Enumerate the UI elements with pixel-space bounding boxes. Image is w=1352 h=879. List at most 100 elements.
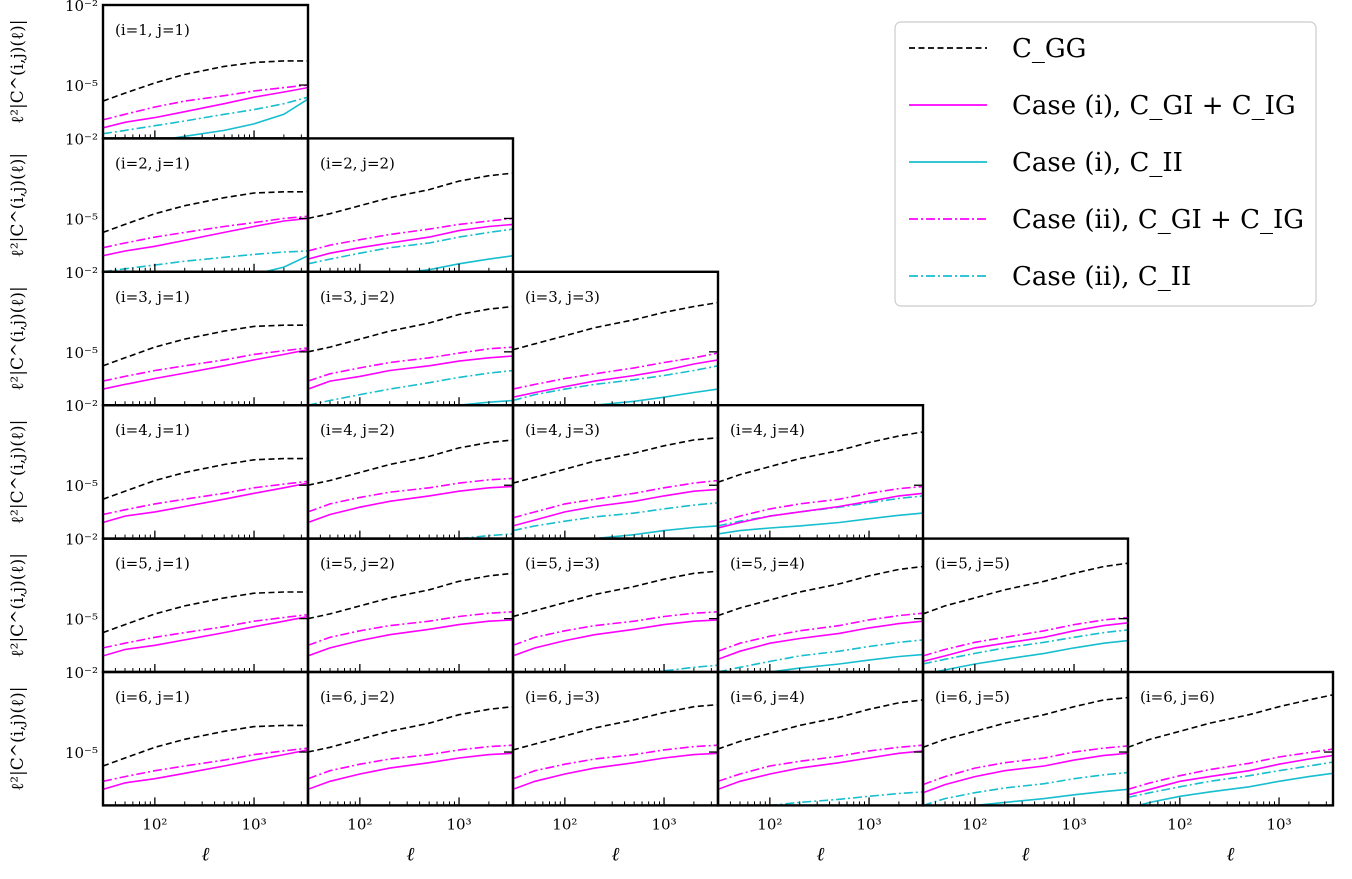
x-tick-label: 10² bbox=[962, 815, 987, 833]
series-line-case-ii-c-ii bbox=[1128, 761, 1333, 799]
series-line-case-ii-c-ii bbox=[923, 771, 1128, 806]
series-line-c-gg bbox=[103, 191, 308, 234]
series-line-c-gg bbox=[308, 172, 513, 220]
y-axis-label: ℓ²|C^(i,j)(ℓ)| bbox=[8, 19, 28, 123]
series-line-case-i-c-gi-c-ig bbox=[513, 359, 718, 398]
series-line-c-gg bbox=[923, 696, 1128, 749]
legend-label: Case (ii), C_II bbox=[1012, 262, 1191, 292]
legend-label: Case (i), C_II bbox=[1012, 148, 1183, 178]
panel-label: (i=4, j=4) bbox=[730, 421, 805, 439]
panel-5-2: (i=5, j=2) bbox=[306, 537, 515, 674]
series-line-c-gg bbox=[103, 724, 308, 767]
series-line-case-ii-c-gi-c-ig bbox=[1128, 748, 1333, 791]
panel-label: (i=5, j=5) bbox=[935, 555, 1010, 573]
y-tick-label: 10⁻⁵ bbox=[65, 344, 98, 362]
series-line-c-gg bbox=[718, 431, 923, 483]
panel-label: (i=3, j=2) bbox=[320, 288, 395, 306]
series-line-case-ii-c-gi-c-ig bbox=[308, 477, 513, 513]
panel-3-3: (i=3, j=3) bbox=[511, 270, 720, 407]
series-line-case-i-c-ii bbox=[1134, 772, 1333, 806]
legend-entry: Case (ii), C_II bbox=[909, 262, 1191, 292]
series-group bbox=[513, 570, 718, 672]
x-axis-label: ℓ bbox=[202, 843, 210, 865]
series-line-c-gg bbox=[308, 439, 513, 486]
series-line-case-ii-c-ii bbox=[308, 369, 513, 406]
series-line-case-ii-c-ii bbox=[513, 502, 718, 532]
series-line-case-ii-c-gi-c-ig bbox=[103, 84, 308, 121]
legend-entry: C_GG bbox=[909, 34, 1086, 64]
panel-label: (i=2, j=2) bbox=[320, 154, 395, 172]
series-line-case-ii-c-ii bbox=[103, 250, 308, 272]
series-line-case-i-c-ii bbox=[764, 653, 923, 672]
series-line-case-i-c-ii bbox=[103, 816, 308, 840]
y-tick-label: 10⁻² bbox=[65, 531, 98, 549]
y-axis-label: ℓ²|C^(i,j)(ℓ)| bbox=[8, 286, 28, 390]
panel-4-3: (i=4, j=3) bbox=[511, 404, 720, 540]
panel-4-4: (i=4, j=4) bbox=[716, 404, 925, 540]
series-line-case-i-c-gi-c-ig bbox=[308, 752, 513, 791]
series-group bbox=[308, 572, 513, 657]
y-tick-label: 10⁻² bbox=[65, 664, 98, 682]
series-line-c-gg bbox=[308, 305, 513, 353]
series-line-case-i-c-ii bbox=[513, 816, 718, 840]
series-line-case-ii-c-ii bbox=[513, 365, 718, 402]
x-tick-label: 10³ bbox=[241, 815, 266, 833]
legend: C_GG Case (i), C_GI + C_IG Case (i), C_II C… bbox=[894, 21, 1317, 307]
panel-3-2: (i=3, j=2) bbox=[306, 270, 515, 407]
panel-4-2: (i=4, j=2) bbox=[306, 404, 515, 540]
panel-6-4: (i=6, j=4) 10² 10³ ℓ bbox=[716, 670, 925, 865]
panel-6-6: (i=6, j=6) 10² 10³ ℓ bbox=[1126, 670, 1335, 865]
series-line-case-i-c-gi-c-ig bbox=[103, 749, 308, 791]
x-axis-label: ℓ bbox=[1227, 843, 1235, 865]
series-line-case-ii-c-ii bbox=[103, 816, 308, 840]
panel-label: (i=6, j=6) bbox=[1140, 688, 1215, 706]
y-tick-label: 10⁻² bbox=[65, 264, 98, 282]
panel-label: (i=4, j=3) bbox=[525, 421, 600, 439]
series-group bbox=[308, 439, 513, 539]
series-line-c-gg bbox=[103, 591, 308, 634]
panel-6-2: (i=6, j=2) 10² 10³ ℓ bbox=[306, 670, 515, 865]
series-group bbox=[308, 705, 513, 840]
panel-label: (i=1, j=1) bbox=[115, 21, 190, 39]
series-line-case-i-c-ii bbox=[308, 816, 513, 840]
series-group bbox=[308, 172, 513, 272]
panel-1-1: (i=1, j=1) 10⁻² 10⁻⁵ ℓ²|C^(i,j)(ℓ)| bbox=[8, 0, 310, 140]
series-group bbox=[513, 437, 718, 539]
panel-2-2: (i=2, j=2) bbox=[306, 137, 515, 273]
legend-label: Case (i), C_GI + C_IG bbox=[1012, 91, 1296, 121]
panel-label: (i=3, j=1) bbox=[115, 288, 190, 306]
series-group bbox=[1128, 694, 1333, 806]
series-line-case-i-c-ii bbox=[718, 512, 923, 535]
panel-label: (i=6, j=4) bbox=[730, 688, 805, 706]
series-line-c-gg bbox=[308, 705, 513, 753]
panel-label: (i=5, j=3) bbox=[525, 555, 600, 573]
panel-label: (i=4, j=1) bbox=[115, 421, 190, 439]
series-line-case-ii-c-ii bbox=[453, 533, 513, 539]
series-line-case-i-c-ii bbox=[969, 788, 1128, 806]
series-line-case-ii-c-ii bbox=[764, 791, 923, 806]
series-line-case-ii-c-gi-c-ig bbox=[103, 613, 308, 649]
series-group bbox=[103, 191, 308, 272]
series-group bbox=[718, 565, 923, 672]
x-tick-label: 10³ bbox=[856, 815, 881, 833]
x-axis-label: ℓ bbox=[1022, 843, 1030, 865]
series-group bbox=[103, 591, 308, 657]
series-line-case-i-c-gi-c-ig bbox=[103, 348, 308, 390]
series-line-case-ii-c-gi-c-ig bbox=[718, 744, 923, 783]
series-line-case-i-c-gi-c-ig bbox=[308, 619, 513, 657]
panel-label: (i=5, j=2) bbox=[320, 555, 395, 573]
series-line-case-i-c-gi-c-ig bbox=[1128, 754, 1333, 796]
series-line-case-ii-c-gi-c-ig bbox=[308, 744, 513, 780]
series-line-c-gg bbox=[103, 60, 308, 102]
panels-layer: (i=1, j=1)10⁻²10⁻⁵ℓ²|C^(i,j)(ℓ)|(i=2, j=… bbox=[8, 0, 1335, 865]
series-line-case-ii-c-gi-c-ig bbox=[718, 612, 923, 652]
legend-entry: Case (i), C_GI + C_IG bbox=[909, 91, 1296, 121]
y-tick-label: 10⁻⁵ bbox=[65, 477, 98, 495]
x-tick-label: 10² bbox=[757, 815, 782, 833]
panel-label: (i=6, j=5) bbox=[935, 688, 1010, 706]
y-axis-label: ℓ²|C^(i,j)(ℓ)| bbox=[8, 686, 28, 790]
x-tick-label: 10³ bbox=[1266, 815, 1291, 833]
panel-label: (i=2, j=1) bbox=[115, 154, 190, 172]
